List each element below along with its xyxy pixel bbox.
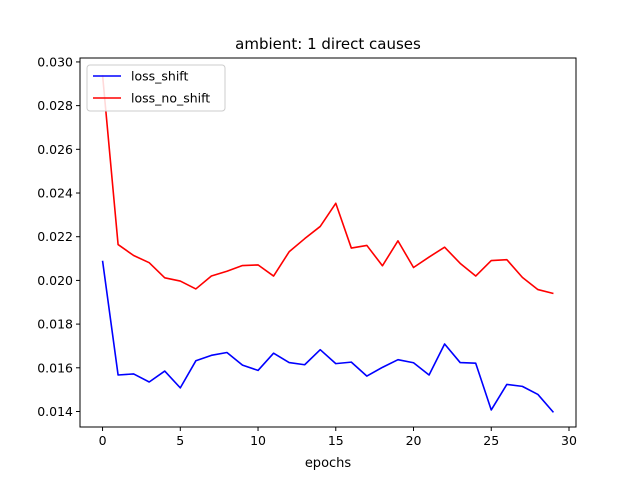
x-tick-label: 0	[99, 433, 107, 448]
series-line-loss-no-shift	[101, 74, 554, 295]
x-axis-label: epochs	[305, 456, 352, 471]
x-tick-label: 30	[561, 433, 577, 448]
x-axis: 0 5 10 15 20 25 30	[99, 427, 577, 448]
y-axis: 0.014 0.016 0.018 0.020 0.022 0.024 0.026 0.028…	[37, 54, 80, 419]
legend-box	[86, 64, 226, 112]
y-tick-label: 0.016	[37, 360, 73, 375]
series-line-loss-shift	[101, 260, 555, 413]
x-tick-label: 5	[176, 433, 184, 448]
x-tick-label: 15	[328, 433, 344, 448]
chart-title: ambient: 1 direct causes	[235, 35, 421, 53]
y-tick-label: 0.020	[37, 273, 73, 288]
legend: loss_shift loss_no_shift	[86, 64, 226, 112]
series-lines	[101, 74, 555, 413]
y-tick-label: 0.030	[37, 54, 73, 69]
y-tick-label: 0.018	[37, 317, 73, 332]
legend-label: loss_no_shift	[131, 91, 210, 106]
legend-label: loss_shift	[131, 69, 188, 84]
plot-area	[79, 57, 577, 428]
y-tick-label: 0.014	[37, 404, 73, 419]
y-tick-label: 0.026	[37, 142, 73, 157]
y-tick-label: 0.028	[37, 98, 73, 113]
x-tick-label: 20	[406, 433, 422, 448]
y-tick-label: 0.022	[37, 229, 73, 244]
y-tick-label: 0.024	[37, 186, 73, 201]
x-tick-label: 10	[250, 433, 266, 448]
x-tick-label: 25	[483, 433, 499, 448]
